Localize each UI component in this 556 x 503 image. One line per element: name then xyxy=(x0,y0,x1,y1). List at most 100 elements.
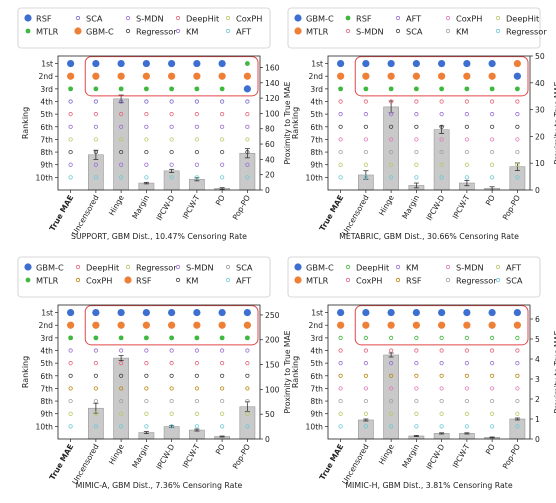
rank-marker xyxy=(67,321,75,329)
rank-marker xyxy=(362,72,370,80)
legend-marker xyxy=(294,276,302,284)
rank-marker xyxy=(338,149,343,155)
rank-marker xyxy=(464,175,469,180)
rank-marker xyxy=(68,137,73,142)
legend-item: DeepHit xyxy=(495,14,540,24)
legend-item: AFT xyxy=(225,276,252,286)
rank-marker xyxy=(142,72,150,80)
rank-marker xyxy=(218,72,226,80)
rank-marker xyxy=(363,86,369,92)
rank-tick-label: 3rd xyxy=(310,334,323,343)
rank-marker xyxy=(244,335,250,341)
legend-label: MTLR xyxy=(36,27,59,37)
rank-marker xyxy=(414,137,419,142)
bar xyxy=(433,129,450,191)
rank-tick-label: 8th xyxy=(310,397,323,406)
rank-marker xyxy=(338,86,344,92)
rank-marker xyxy=(490,361,495,366)
legend-item: SCA xyxy=(495,276,523,286)
legend-marker xyxy=(345,277,351,283)
rank-marker xyxy=(338,361,343,366)
bar xyxy=(383,354,399,440)
rank-marker xyxy=(464,162,469,167)
right-tick-label: 20 xyxy=(535,132,545,141)
right-tick-label: 30 xyxy=(535,106,545,115)
rank-marker xyxy=(144,175,149,180)
rank-marker xyxy=(338,124,343,129)
right-tick-label: 120 xyxy=(265,94,280,103)
legend-label: AFT xyxy=(236,276,252,286)
rank-marker xyxy=(490,424,495,429)
x-tick-label: Hinge xyxy=(377,193,396,217)
rank-marker xyxy=(243,85,251,93)
axes-frame xyxy=(57,55,261,191)
rank-marker xyxy=(68,411,73,416)
rank-marker xyxy=(194,137,199,142)
rank-marker xyxy=(439,99,444,104)
rank-marker xyxy=(363,373,368,378)
rank-marker xyxy=(338,424,343,429)
rank-marker xyxy=(389,99,394,104)
rank-marker xyxy=(338,99,343,104)
right-axis-label: Proximity to True MAE xyxy=(553,330,556,413)
rank-marker xyxy=(142,59,150,68)
rank-marker xyxy=(67,308,75,317)
rank-marker xyxy=(439,348,444,353)
x-tick-label: IPCW-D xyxy=(425,193,447,222)
rank-tick-label: 9th xyxy=(40,161,53,170)
legend-item: Regressor xyxy=(125,263,177,273)
rank-marker xyxy=(219,335,225,341)
legend-marker xyxy=(124,276,132,284)
legend-marker xyxy=(25,28,31,34)
rank-marker xyxy=(439,162,444,167)
rank-marker xyxy=(220,175,225,180)
rank-marker xyxy=(220,411,225,416)
rank-marker xyxy=(68,361,73,366)
rank-tick-label: 8th xyxy=(40,148,53,157)
rank-tick-label: 2nd xyxy=(309,321,324,330)
rank-marker xyxy=(464,386,469,391)
rank-tick-label: 1st xyxy=(311,60,323,69)
rank-tick-label: 3rd xyxy=(40,85,53,94)
legend-item: GBM-C xyxy=(24,263,64,273)
rank-marker xyxy=(169,348,174,353)
bar xyxy=(87,154,104,191)
legend-item: KM xyxy=(395,263,418,273)
rank-marker xyxy=(464,348,469,353)
legend-label: SCA xyxy=(236,263,253,273)
rank-marker xyxy=(169,411,174,416)
rank-marker xyxy=(194,162,199,167)
rank-tick-label: 7th xyxy=(40,384,53,393)
rank-marker xyxy=(245,99,250,104)
rank-marker xyxy=(439,124,444,129)
rank-marker xyxy=(68,149,73,155)
legend-label: RSF xyxy=(36,14,52,24)
x-tick-label: PO xyxy=(214,193,227,207)
rank-marker xyxy=(68,99,73,104)
rank-marker xyxy=(194,335,200,341)
rank-tick-label: 6th xyxy=(40,372,53,381)
rank-marker xyxy=(193,59,201,68)
rank-marker xyxy=(194,124,199,129)
rank-marker xyxy=(169,112,174,117)
rank-marker xyxy=(363,124,368,129)
rank-marker xyxy=(363,335,368,340)
rank-marker xyxy=(243,321,251,329)
rank-tick-label: 5th xyxy=(310,110,323,119)
legend-label: KM xyxy=(406,263,418,273)
bar xyxy=(239,152,256,191)
rank-marker xyxy=(338,411,343,416)
rank-marker xyxy=(245,424,250,429)
x-tick-label: IPCW-D xyxy=(425,442,447,471)
rank-tick-label: 4th xyxy=(310,98,323,107)
legend-item: DeepHit xyxy=(175,14,220,24)
legend-label: RSF xyxy=(406,276,422,286)
rank-marker xyxy=(243,72,251,80)
legend-marker xyxy=(225,277,231,283)
right-tick-label: 250 xyxy=(265,311,280,320)
rank-marker xyxy=(117,72,125,80)
legend: GBM-C MTLR RSF S-MDN AFT SCA CoxPH KM DeepHit Reg… xyxy=(287,7,547,49)
rank-marker xyxy=(438,308,446,317)
legend-item: RSF xyxy=(345,14,372,24)
rank-tick-label: 4th xyxy=(310,347,323,356)
